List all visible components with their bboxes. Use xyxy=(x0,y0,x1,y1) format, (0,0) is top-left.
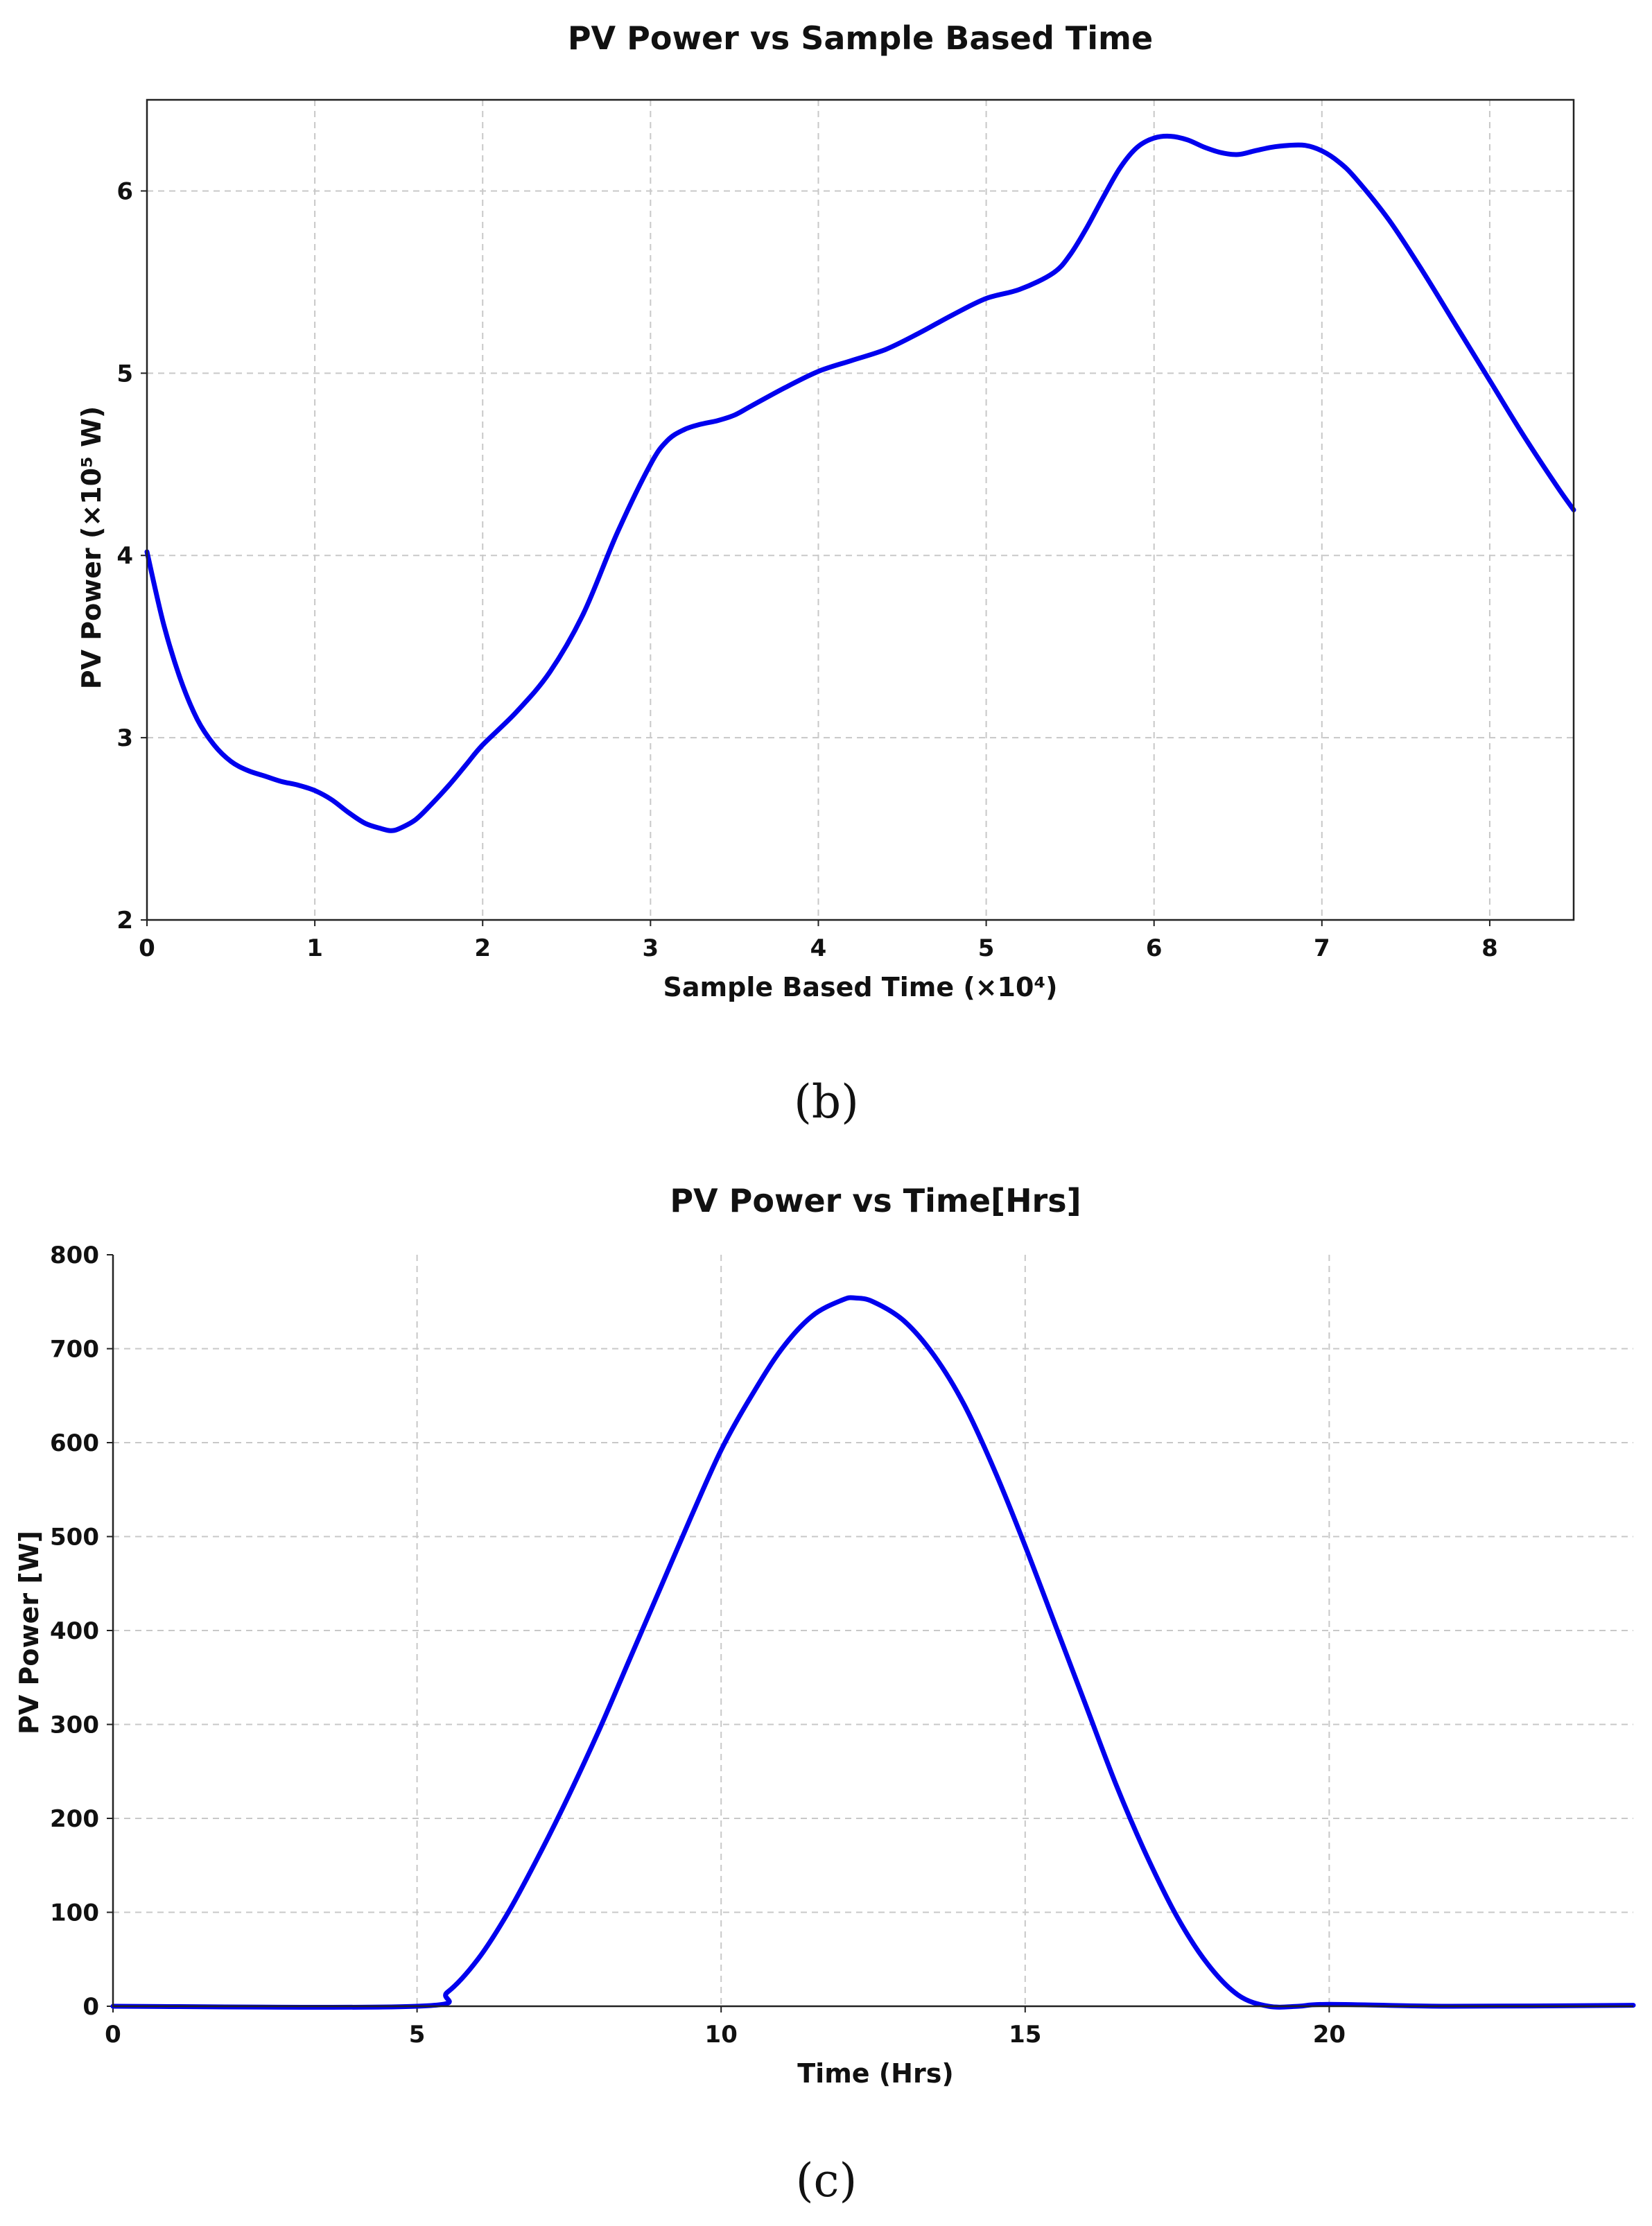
chart-c-title: PV Power vs Time[Hrs] xyxy=(670,1182,1081,1219)
chart-b-title: PV Power vs Sample Based Time xyxy=(568,19,1153,57)
x-tick-label-7: 7 xyxy=(1314,934,1330,962)
chart-b-x-ticks: 0 1 2 3 4 5 6 7 8 xyxy=(139,920,1498,962)
chart-c-gridlines xyxy=(113,1255,1633,2006)
x-tick-label-4: 4 xyxy=(810,934,827,962)
chart-pv-power-vs-time-hrs: PV Power vs Time[Hrs] 0 5 10 15 20 0 100 200 30… xyxy=(14,1182,1636,2207)
chart-c-x-ticks: 0 5 10 15 20 xyxy=(105,2006,1346,2049)
y-tick-label-200: 200 xyxy=(50,1805,99,1833)
y-tick-label-100: 100 xyxy=(50,1899,99,1927)
chart-c-caption: (c) xyxy=(796,2154,857,2207)
y-tick-label-6: 6 xyxy=(116,177,133,205)
x-tick-label-15: 15 xyxy=(1009,2021,1041,2049)
y-tick-label-800: 800 xyxy=(50,1242,99,1269)
y-tick-label-0: 0 xyxy=(82,1993,99,2021)
chart-b-gridlines xyxy=(147,100,1574,920)
chart-b-y-axis-label: PV Power (×10⁵ W) xyxy=(76,406,107,690)
x-tick-label-5: 5 xyxy=(409,2021,426,2049)
x-tick-label-6: 6 xyxy=(1146,934,1163,962)
chart-c-series-line xyxy=(110,1295,1636,2010)
chart-b-x-axis-label: Sample Based Time (×10⁴) xyxy=(663,972,1058,1002)
chart-c-x-axis-label: Time (Hrs) xyxy=(797,2058,953,2089)
x-tick-label-8: 8 xyxy=(1481,934,1498,962)
y-tick-label-300: 300 xyxy=(50,1712,99,1739)
y-tick-label-400: 400 xyxy=(50,1617,99,1645)
chart-b-y-ticks: 2 3 4 5 6 xyxy=(116,177,147,934)
y-tick-label-500: 500 xyxy=(50,1524,99,1551)
y-tick-label-3: 3 xyxy=(116,724,133,752)
chart-c-axis-lines xyxy=(112,1255,1633,2008)
x-tick-label-2: 2 xyxy=(474,934,491,962)
chart-b-plot-frame xyxy=(146,98,1575,921)
x-tick-label-10: 10 xyxy=(705,2021,738,2049)
y-tick-label-700: 700 xyxy=(50,1336,99,1364)
x-tick-label-3: 3 xyxy=(643,934,659,962)
chart-c-y-axis-label: PV Power [W] xyxy=(14,1531,44,1734)
x-tick-label-20: 20 xyxy=(1313,2021,1346,2049)
x-tick-label-1: 1 xyxy=(306,934,323,962)
y-tick-label-5: 5 xyxy=(116,360,133,388)
y-tick-label-2: 2 xyxy=(116,907,133,934)
chart-b-caption: (b) xyxy=(794,1075,859,1129)
x-tick-label-0: 0 xyxy=(105,2021,121,2049)
x-tick-label-0: 0 xyxy=(139,934,155,962)
chart-c-y-ticks: 0 100 200 300 400 500 600 700 800 xyxy=(50,1242,113,2021)
y-tick-label-4: 4 xyxy=(116,542,133,570)
x-tick-label-5: 5 xyxy=(978,934,995,962)
chart-b-series-line xyxy=(144,133,1576,833)
y-tick-label-600: 600 xyxy=(50,1429,99,1457)
